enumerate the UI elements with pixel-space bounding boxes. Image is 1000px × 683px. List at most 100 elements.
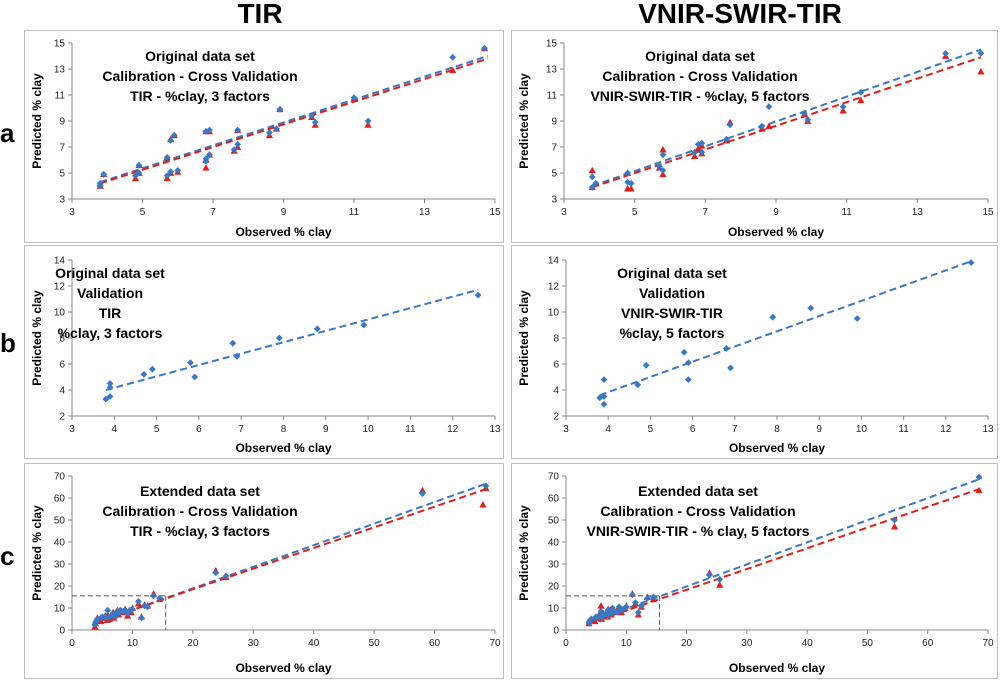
data-point-triangle	[765, 122, 773, 130]
y-tick-label: 70	[54, 472, 66, 483]
data-point-diamond	[102, 395, 110, 403]
data-point-diamond	[135, 598, 142, 605]
data-point-diamond	[275, 334, 283, 342]
data-point-diamond	[694, 141, 702, 148]
panel-a-tir: 3 5 7 9 11 13 15 3 5 7 9 11 13 15 Observed % clay Predi…	[24, 30, 504, 243]
chart-a-tir: 3 5 7 9 11 13 15 3 5 7 9 11 13 15 Observed % clay Predi…	[30, 39, 501, 240]
data-point-diamond	[967, 259, 975, 266]
y-tick-label: 10	[54, 308, 66, 319]
y-tick-label: 14	[54, 256, 66, 267]
data-point-diamond	[311, 118, 319, 126]
data-point-diamond	[481, 44, 488, 52]
data-point-triangle	[659, 170, 667, 178]
y-axis-title: Predicted % clay	[30, 73, 44, 169]
y-tick-label: 2	[553, 412, 559, 423]
data-point-diamond	[132, 172, 139, 179]
x-tick-label: 0	[69, 638, 75, 649]
y-tick-label: 50	[548, 516, 560, 527]
chart-title-line: VNIR-SWIR-TIR - % clay, 5 factors	[586, 523, 809, 539]
x-tick-label: 13	[912, 207, 924, 218]
y-axis-title: Predicted % clay	[517, 505, 531, 601]
y-tick-label: 10	[548, 308, 560, 319]
chart-title-line: Original data set	[617, 265, 727, 281]
data-point-diamond	[234, 141, 242, 148]
x-tick-label: 70	[489, 638, 501, 649]
chart-title-line: Extended data set	[140, 483, 260, 499]
x-tick-label: 70	[982, 638, 994, 649]
data-point-diamond	[110, 613, 118, 621]
data-point-triangle	[857, 96, 865, 104]
x-tick-label: 3	[69, 424, 75, 435]
trendline-blue	[99, 55, 489, 184]
y-tick-label: 2	[59, 412, 65, 423]
data-point-diamond	[807, 304, 815, 312]
x-tick-label: 8	[281, 424, 287, 435]
chart-title-line: TIR - %clay, 3 factors	[130, 88, 270, 104]
data-point-triangle	[202, 164, 210, 171]
data-point-diamond	[206, 151, 213, 159]
data-point-diamond	[706, 571, 713, 579]
data-point-diamond	[656, 163, 663, 170]
x-tick-label: 9	[816, 424, 822, 435]
data-point-diamond	[684, 376, 692, 383]
row-label-c: c	[0, 541, 15, 571]
chart-title-line: Calibration - Cross Validation	[600, 503, 795, 519]
x-tick-label: 10	[621, 638, 633, 649]
y-tick-label: 7	[59, 143, 65, 154]
y-tick-label: 10	[54, 604, 66, 615]
data-point-triangle	[418, 486, 427, 494]
y-axis-title: Predicted % clay	[517, 290, 531, 386]
data-point-diamond	[233, 352, 241, 360]
y-tick-label: 13	[546, 65, 558, 76]
data-point-diamond	[138, 614, 145, 622]
column-title-tir: TIR	[237, 0, 283, 29]
x-tick-label: 6	[690, 424, 696, 435]
data-point-diamond	[765, 103, 773, 111]
x-tick-label: 60	[429, 638, 441, 649]
x-tick-label: 9	[323, 424, 329, 435]
data-point-triangle	[977, 68, 985, 75]
chart-c-vnir-swir-tir: 0 10 20 30 40 50 60 70 0 10 20 30 40 50 60 70 Observed %…	[517, 472, 994, 676]
x-tick-label: 3	[563, 424, 569, 435]
chart-title-line: Calibration - Cross Validation	[102, 503, 297, 519]
data-point-diamond	[722, 345, 730, 352]
x-tick-label: 15	[489, 207, 501, 218]
x-tick-label: 40	[802, 638, 814, 649]
data-point-diamond	[698, 139, 706, 147]
data-point-diamond	[634, 609, 642, 616]
x-axis-title: Observed % clay	[235, 661, 331, 675]
x-axis-title: Observed % clay	[235, 225, 331, 239]
x-axis-title: Observed % clay	[235, 441, 331, 455]
x-tick-label: 3	[561, 207, 567, 218]
data-point-triangle	[694, 144, 702, 152]
x-axis-title: Observed % clay	[729, 661, 825, 675]
data-point-diamond	[627, 180, 635, 187]
x-tick-label: 6	[196, 424, 202, 435]
data-point-diamond	[613, 609, 621, 616]
x-tick-label: 12	[940, 424, 952, 435]
x-tick-label: 7	[703, 207, 709, 218]
data-point-triangle	[449, 66, 457, 74]
data-point-diamond	[266, 129, 273, 137]
x-tick-label: 3	[69, 207, 75, 218]
x-tick-label: 11	[841, 207, 852, 218]
chart-title-line: TIR	[99, 305, 122, 321]
chart-title-line: %clay, 5 factors	[620, 325, 725, 341]
data-point-diamond	[634, 381, 642, 389]
data-point-diamond	[174, 167, 182, 174]
y-tick-label: 5	[551, 169, 557, 180]
y-tick-label: 5	[59, 169, 65, 180]
x-tick-label: 5	[632, 207, 638, 218]
y-tick-label: 3	[551, 195, 557, 206]
x-tick-label: 4	[605, 424, 611, 435]
x-tick-label: 13	[982, 424, 994, 435]
data-point-diamond	[308, 112, 316, 120]
y-tick-label: 11	[55, 91, 66, 102]
data-point-diamond	[206, 126, 213, 134]
data-point-diamond	[604, 612, 611, 620]
data-point-diamond	[273, 125, 280, 133]
data-point-diamond	[156, 594, 164, 602]
y-tick-label: 15	[546, 39, 558, 50]
data-point-diamond	[115, 610, 122, 617]
data-point-diamond	[96, 182, 104, 190]
